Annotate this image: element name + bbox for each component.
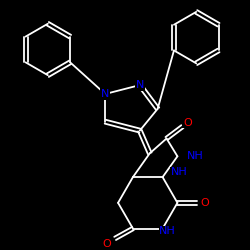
Text: NH: NH bbox=[170, 167, 187, 177]
Text: O: O bbox=[201, 198, 209, 208]
Text: N: N bbox=[136, 80, 144, 90]
Text: N: N bbox=[101, 89, 110, 99]
Text: NH: NH bbox=[159, 226, 176, 236]
Text: O: O bbox=[183, 118, 192, 128]
Text: NH: NH bbox=[187, 151, 204, 161]
Text: O: O bbox=[103, 239, 112, 249]
